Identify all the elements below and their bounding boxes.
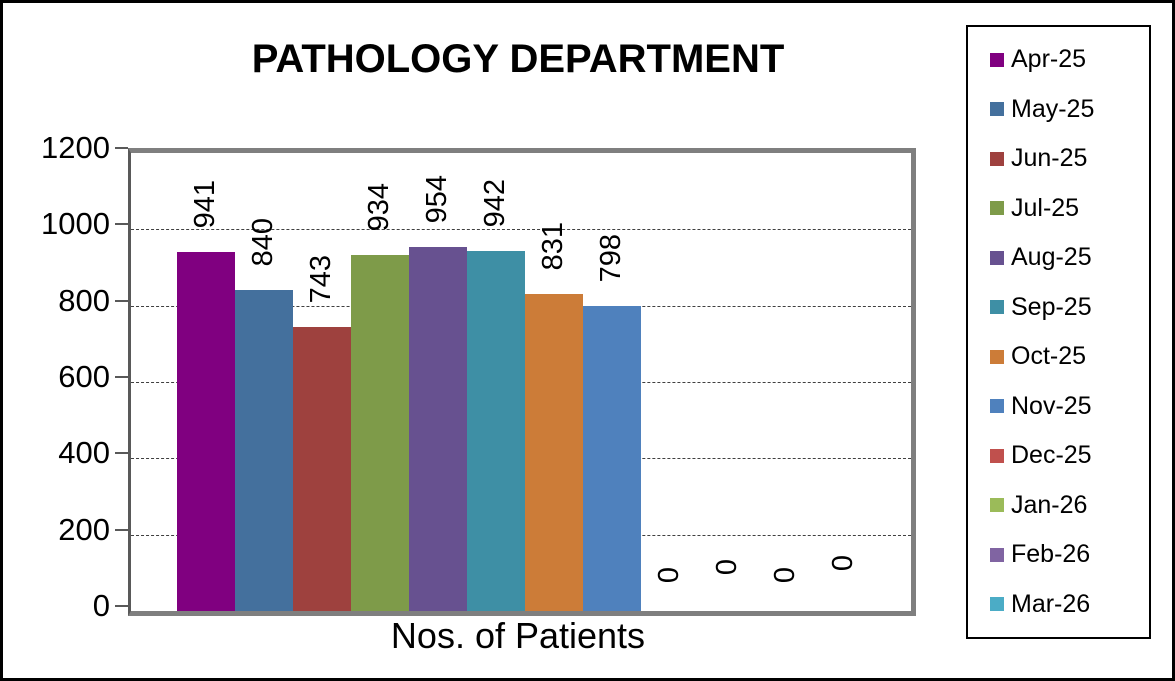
legend-label: Jul-25 xyxy=(1011,193,1080,222)
y-tick-label: 400 xyxy=(58,435,110,471)
legend-label: Sep-25 xyxy=(1011,292,1092,321)
bar-value-label: 934 xyxy=(363,182,395,231)
legend-swatch-icon xyxy=(990,498,1004,513)
legend-swatch-icon xyxy=(990,300,1004,315)
legend-item-apr-25: Apr-25 xyxy=(990,45,1145,74)
legend-swatch-icon xyxy=(990,250,1004,265)
legend-item-aug-25: Aug-25 xyxy=(990,243,1145,272)
y-tick-label: 1000 xyxy=(41,206,110,242)
legend-item-nov-25: Nov-25 xyxy=(990,392,1145,421)
legend-item-jan-26: Jan-26 xyxy=(990,491,1145,520)
legend-item-jun-25: Jun-25 xyxy=(990,144,1145,173)
legend-swatch-icon xyxy=(990,151,1004,166)
legend-swatch-icon xyxy=(990,201,1004,216)
y-tick-mark xyxy=(115,376,128,378)
y-tick-mark xyxy=(115,605,128,607)
y-tick-mark xyxy=(115,223,128,226)
bar-value-label: 942 xyxy=(479,178,511,227)
bar-may-25 xyxy=(235,290,293,611)
bar-value-label: 0 xyxy=(827,554,859,571)
legend-label: Nov-25 xyxy=(1011,391,1092,420)
bar-value-label: 831 xyxy=(537,221,569,270)
legend-swatch-icon xyxy=(990,597,1004,612)
legend-label: May-25 xyxy=(1011,94,1095,123)
bar-value-label: 798 xyxy=(595,233,627,282)
legend-item-jul-25: Jul-25 xyxy=(990,194,1145,223)
legend-swatch-icon xyxy=(990,349,1004,364)
legend-item-may-25: May-25 xyxy=(990,95,1145,124)
legend-label: Oct-25 xyxy=(1011,342,1087,371)
legend-swatch-icon xyxy=(990,399,1004,414)
plot-area: 941 840 743 934 954 942 831 798 0 0 0 0 xyxy=(128,148,916,616)
legend-swatch-icon xyxy=(990,448,1004,463)
legend-item-oct-25: Oct-25 xyxy=(990,342,1145,371)
bar-oct-25 xyxy=(525,294,583,611)
y-tick-label: 1200 xyxy=(41,130,110,165)
y-tick-mark xyxy=(115,299,128,302)
y-tick-mark xyxy=(115,452,128,455)
legend-label: Jun-25 xyxy=(1011,144,1088,173)
bar-value-label: 840 xyxy=(247,217,279,266)
bar-value-label: 0 xyxy=(653,566,685,583)
legend-item-feb-26: Feb-26 xyxy=(990,540,1145,569)
bar-apr-25 xyxy=(177,252,235,611)
bar-value-label: 941 xyxy=(189,179,221,228)
y-tick-label: 200 xyxy=(58,511,110,547)
legend-label: Mar-26 xyxy=(1011,589,1091,618)
bar-sep-25 xyxy=(467,251,525,611)
legend-item-mar-26: Mar-26 xyxy=(990,590,1145,619)
legend-label: Feb-26 xyxy=(1011,540,1091,569)
legend: Apr-25 May-25 Jun-25 Jul-25 Aug-25 Sep-25 Oct-… xyxy=(966,25,1151,639)
legend-swatch-icon xyxy=(990,52,1004,67)
legend-label: Apr-25 xyxy=(1011,45,1087,74)
y-tick-label: 800 xyxy=(58,282,110,318)
chart-title: PATHOLOGY DEPARTMENT xyxy=(251,37,785,81)
legend-swatch-icon xyxy=(990,102,1004,117)
bar-value-label: 0 xyxy=(711,558,743,575)
bar-nov-25 xyxy=(583,306,641,611)
y-tick-label: 0 xyxy=(92,588,110,623)
legend-swatch-icon xyxy=(990,547,1004,562)
bar-value-label: 954 xyxy=(421,174,453,223)
bar-jul-25 xyxy=(351,255,409,611)
bar-aug-25 xyxy=(409,247,467,611)
bar-value-label: 743 xyxy=(305,254,337,303)
y-tick-mark xyxy=(115,528,128,531)
legend-item-dec-25: Dec-25 xyxy=(990,441,1145,470)
bar-jun-25 xyxy=(293,327,351,611)
legend-label: Aug-25 xyxy=(1011,243,1092,272)
legend-item-sep-25: Sep-25 xyxy=(990,293,1145,322)
y-tick-mark xyxy=(115,147,128,149)
legend-label: Dec-25 xyxy=(1011,441,1092,470)
gridline xyxy=(131,229,911,231)
bar-value-label: 0 xyxy=(769,566,801,583)
legend-label: Jan-26 xyxy=(1011,490,1088,519)
y-tick-label: 600 xyxy=(58,359,110,394)
x-axis-title: Nos. of Patients xyxy=(390,615,646,656)
